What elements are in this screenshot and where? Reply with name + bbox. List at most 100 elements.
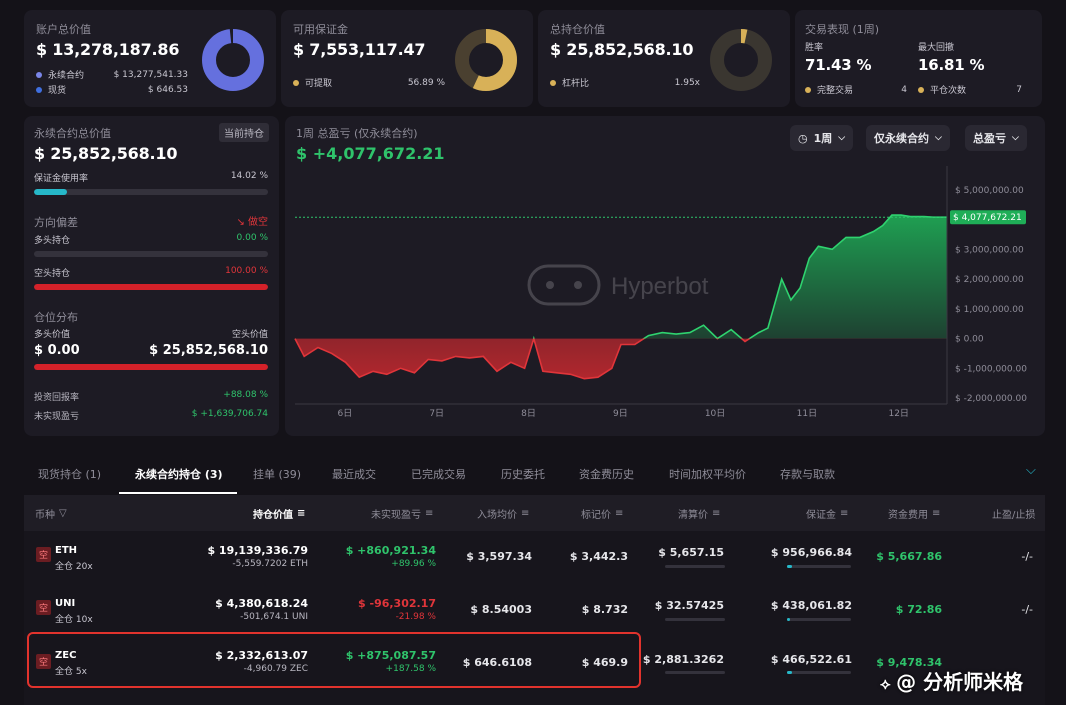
distribution-short-fill (34, 364, 268, 370)
available-margin-value: $ 7,553,117.47 (293, 40, 426, 59)
col-mark[interactable]: 标记价 ≡ (581, 506, 623, 521)
short-value-label: 空头价值 (231, 330, 268, 340)
margin-usage-fill (34, 189, 67, 195)
completed-row: 完整交易 4 (805, 83, 907, 96)
x-tick-label: 12日 (888, 408, 908, 419)
table-header-row (24, 495, 1045, 531)
short-position-fill (34, 284, 268, 290)
coin-symbol[interactable]: UNI (55, 598, 76, 609)
col-mark-label: 标记价 (581, 510, 611, 521)
pnl-chart-panel: 1周 总盈亏 (仅永续合约) $ +4,077,672.21 ◷ 1周 ⌵ 仅永… (285, 116, 1045, 436)
tab-recent-fills[interactable]: 最近成交 (332, 468, 376, 481)
withdrawable-name: 可提取 (305, 79, 333, 89)
unrealized-pnl-pct: +187.58 % (385, 664, 436, 674)
filter-icon[interactable]: ▽ (59, 508, 67, 519)
filter-value: 仅永续合约 (874, 132, 929, 145)
completed-value: 4 (901, 84, 907, 95)
tpsl-value[interactable]: -/- (1021, 550, 1033, 563)
tab-perp[interactable]: 永续合约持仓 (3) (135, 468, 223, 481)
margin-amount: $ 466,522.61 (770, 653, 852, 666)
roi-label: 投资回报率 (34, 393, 80, 403)
spot-amount: $ 646.53 (147, 84, 188, 95)
col-entry[interactable]: 入场均价 ≡ (477, 506, 529, 521)
collapse-chevron-icon[interactable]: ⌵ (1026, 463, 1036, 478)
short-side-badge: 空 (36, 547, 51, 562)
y-tick-label: $ 3,000,000.00 (955, 245, 1024, 255)
perp-amount: $ 13,277,541.33 (113, 69, 188, 80)
metric-dropdown[interactable]: 总盈亏 ⌵ (965, 125, 1027, 151)
perp-total-value: $ 25,852,568.10 (34, 144, 178, 163)
funding-fee: $ 9,478.34 (876, 656, 942, 669)
unrealized-pnl: $ +875,087.57 (345, 649, 436, 662)
tab-order-history[interactable]: 历史委托 (501, 468, 545, 481)
position-size: -5,559.7202 ETH (232, 559, 308, 569)
sort-icon: ≡ (932, 508, 941, 519)
col-liq-label: 清算价 (678, 510, 708, 521)
positions-table (24, 495, 1045, 705)
available-margin-card: 可用保证金 $ 7,553,117.47 可提取 56.89 % (281, 10, 533, 107)
sort-icon: ≡ (840, 508, 849, 519)
spot-name: 现货 (48, 86, 67, 96)
available-margin-label: 可用保证金 (293, 23, 348, 36)
col-upnl-label: 未实现盈亏 (371, 510, 421, 521)
period-dropdown[interactable]: ◷ 1周 ⌵ (790, 125, 854, 151)
position-size: -4,960.79 ZEC (243, 664, 308, 674)
coin-symbol[interactable]: ETH (55, 545, 78, 556)
tab-completed[interactable]: 已完成交易 (411, 468, 466, 481)
closes-row: 平仓次数 7 (918, 83, 1022, 96)
col-position-value[interactable]: 持仓价值 ≡ (253, 506, 305, 521)
tab-deposits[interactable]: 存款与取款 (780, 468, 835, 481)
closes-dot (918, 87, 924, 93)
leverage-name: 杠杆比 (562, 79, 590, 89)
author-watermark-text: @ 分析师米格 (896, 670, 1024, 694)
account-donut (202, 29, 264, 91)
col-funding[interactable]: 资金费用 ≡ (888, 506, 940, 521)
x-tick-label: 8日 (521, 408, 536, 419)
completed-dot (805, 87, 811, 93)
tab-spot[interactable]: 现货持仓 (1) (38, 468, 102, 481)
unrealized-pnl: $ +860,921.34 (345, 544, 436, 557)
liquidation-distance-bar (665, 671, 725, 674)
margin-share-bar (787, 671, 851, 674)
total-position-card: 总持仓价值 $ 25,852,568.10 杠杆比 1.95x (538, 10, 790, 107)
leverage-dot (550, 80, 556, 86)
trend-down-icon: ↘ (236, 217, 248, 228)
tab-funding-history[interactable]: 资金费历史 (579, 468, 634, 481)
leverage-donut (710, 29, 772, 91)
pnl-line-positive (295, 214, 947, 339)
closes-value: 7 (1016, 84, 1022, 95)
active-tab-indicator (119, 492, 237, 494)
y-tick-label: $ 0.00 (955, 335, 984, 345)
hyperbot-watermark: Hyperbot (527, 264, 709, 306)
pnl-area-negative (295, 338, 947, 379)
col-entry-label: 入场均价 (477, 510, 517, 521)
current-position-badge[interactable]: 当前持仓 (219, 123, 269, 142)
performance-card: 交易表现 (1周) 胜率 71.43 % 最大回撤 16.81 % 完整交易 4… (795, 10, 1042, 107)
col-upnl[interactable]: 未实现盈亏 ≡ (371, 506, 433, 521)
withdrawable-value: 56.89 % (407, 77, 445, 88)
tab-twap[interactable]: 时间加权平均价 (669, 468, 746, 481)
tpsl-value[interactable]: -/- (1021, 603, 1033, 616)
long-position-bar (34, 251, 268, 257)
completed-label: 完整交易 (817, 86, 854, 96)
sort-icon: ≡ (712, 508, 721, 519)
clock-icon: ◷ (798, 131, 808, 145)
author-watermark: ⟡ @ 分析师米格 (880, 666, 1023, 695)
position-value: $ 4,380,618.24 (215, 597, 308, 610)
y-tick-label: $ 1,000,000.00 (955, 305, 1024, 315)
tab-open-orders[interactable]: 挂单 (39) (253, 468, 302, 481)
y-tick-label: $ 2,000,000.00 (955, 275, 1024, 285)
long-value-label: 多头价值 (34, 330, 71, 340)
share-icon: ⟡ (880, 674, 897, 693)
col-margin[interactable]: 保证金 ≡ (806, 506, 848, 521)
entry-price: $ 8.54003 (470, 603, 532, 616)
col-liq[interactable]: 清算价 ≡ (678, 506, 720, 521)
account-row-perp: 永续合约 $ 13,277,541.33 (36, 68, 188, 81)
short-position-bar (34, 284, 268, 290)
contract-filter-dropdown[interactable]: 仅永续合约 ⌵ (866, 125, 950, 151)
leverage-mode: 全仓 20x (55, 562, 93, 572)
coin-symbol[interactable]: ZEC (55, 650, 77, 661)
col-tpsl: 止盈/止损 (992, 506, 1035, 521)
margin-share-bar (787, 618, 851, 621)
col-coin[interactable]: 币种 ▽ (35, 506, 67, 521)
